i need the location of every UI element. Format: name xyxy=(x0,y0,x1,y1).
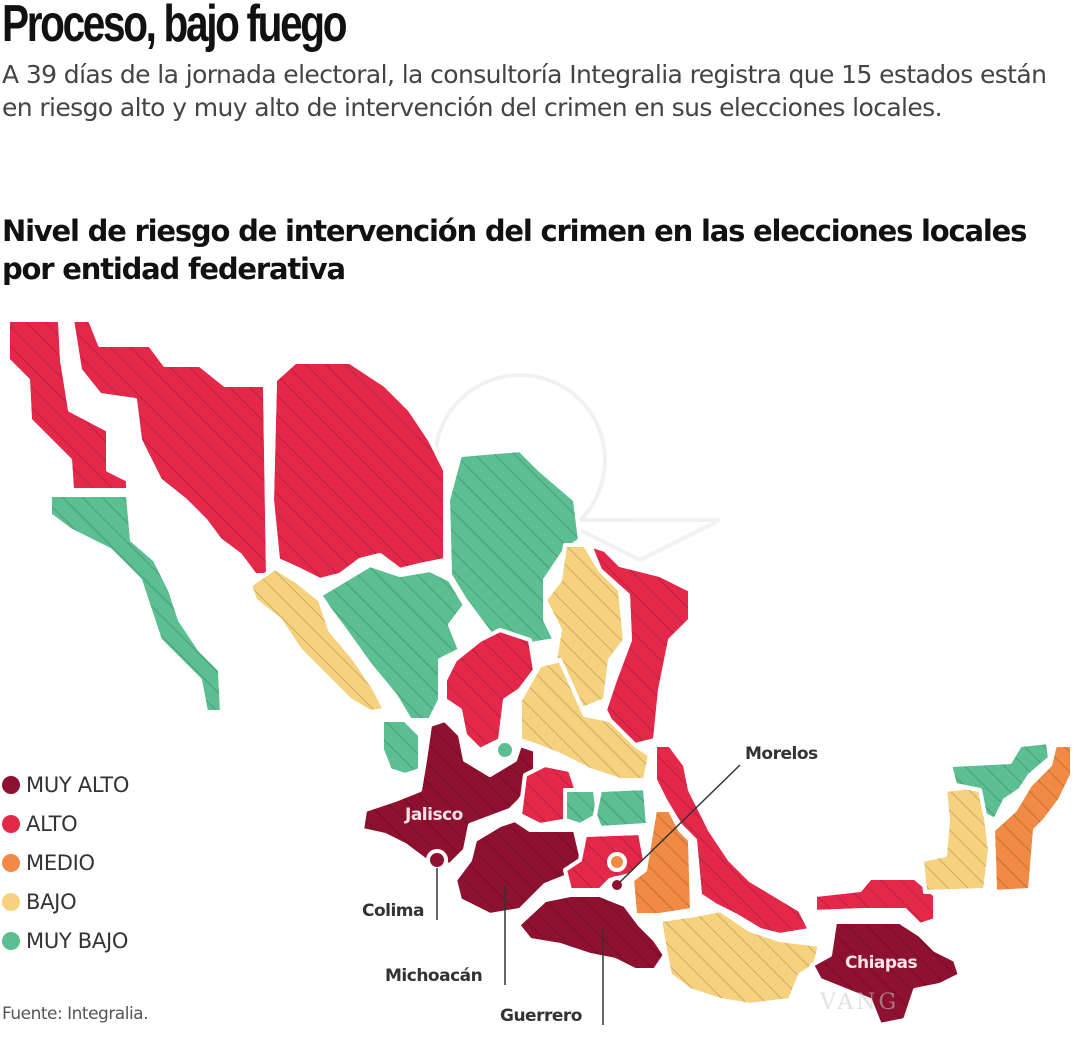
subheadline: A 39 días de la jornada electoral, la co… xyxy=(2,60,1047,122)
legend-item-bajo: BAJO xyxy=(2,882,129,921)
state-sonora xyxy=(70,318,270,577)
state-chihuahua xyxy=(270,360,447,582)
legend: MUY ALTO ALTO MEDIO BAJO MUY BAJO xyxy=(2,765,129,960)
legend-item-medio: MEDIO xyxy=(2,843,129,882)
headline: Proceso, bajo fuego xyxy=(2,0,348,53)
source-note: Fuente: Integralia. xyxy=(2,1004,149,1024)
state-colima xyxy=(426,849,448,871)
state-veracruz xyxy=(653,743,812,937)
state-jalisco xyxy=(360,718,537,867)
label-morelos: Morelos xyxy=(745,744,818,764)
state-nayarit xyxy=(380,718,422,777)
state-oaxaca xyxy=(658,908,822,1007)
state-quintana-roo xyxy=(991,743,1074,894)
legend-swatch-icon xyxy=(2,814,20,833)
mexico-risk-map xyxy=(6,318,1074,1027)
state-tabasco xyxy=(813,876,937,927)
state-coahuila xyxy=(446,448,582,647)
label-michoacan: Michoacán xyxy=(385,966,483,986)
state-durango xyxy=(318,563,467,722)
state-tamaulipas xyxy=(588,543,692,747)
state-baja-california-sur xyxy=(48,493,224,714)
legend-item-muy-bajo: MUY BAJO xyxy=(2,921,129,960)
state-zacatecas xyxy=(443,628,537,752)
legend-label: ALTO xyxy=(26,811,78,836)
legend-label: MEDIO xyxy=(26,850,95,875)
label-jalisco: Jalisco xyxy=(405,805,463,825)
state-san-luis-potosi xyxy=(518,658,652,782)
legend-label: MUY BAJO xyxy=(26,928,129,953)
watermark-text: VANG xyxy=(820,990,900,1015)
state-baja-california xyxy=(6,318,130,492)
legend-item-muy-alto: MUY ALTO xyxy=(2,765,129,804)
callout-lines xyxy=(436,764,741,1025)
legend-item-alto: ALTO xyxy=(2,804,129,843)
legend-label: BAJO xyxy=(26,889,77,914)
label-chiapas: Chiapas xyxy=(845,953,918,973)
state-sinaloa xyxy=(248,566,387,714)
state-cdmx xyxy=(607,852,627,872)
state-yucatan xyxy=(948,740,1052,822)
state-chiapas xyxy=(810,920,962,1027)
state-campeche xyxy=(920,783,992,894)
state-hidalgo xyxy=(593,786,650,830)
legend-swatch-icon xyxy=(2,892,20,911)
state-queretaro xyxy=(563,788,600,827)
label-guerrero: Guerrero xyxy=(500,1006,582,1026)
legend-swatch-icon xyxy=(2,853,20,872)
legend-label: MUY ALTO xyxy=(26,772,130,797)
map-title: Nivel de riesgo de intervención del crim… xyxy=(2,214,1027,286)
label-colima: Colima xyxy=(362,901,425,921)
state-puebla xyxy=(630,808,694,917)
state-estado-de-mexico xyxy=(563,831,647,892)
state-guerrero xyxy=(516,893,667,972)
state-michoacan xyxy=(453,818,584,917)
legend-swatch-icon xyxy=(2,931,20,950)
legend-swatch-icon xyxy=(2,775,20,794)
state-aguascalientes xyxy=(494,739,516,761)
